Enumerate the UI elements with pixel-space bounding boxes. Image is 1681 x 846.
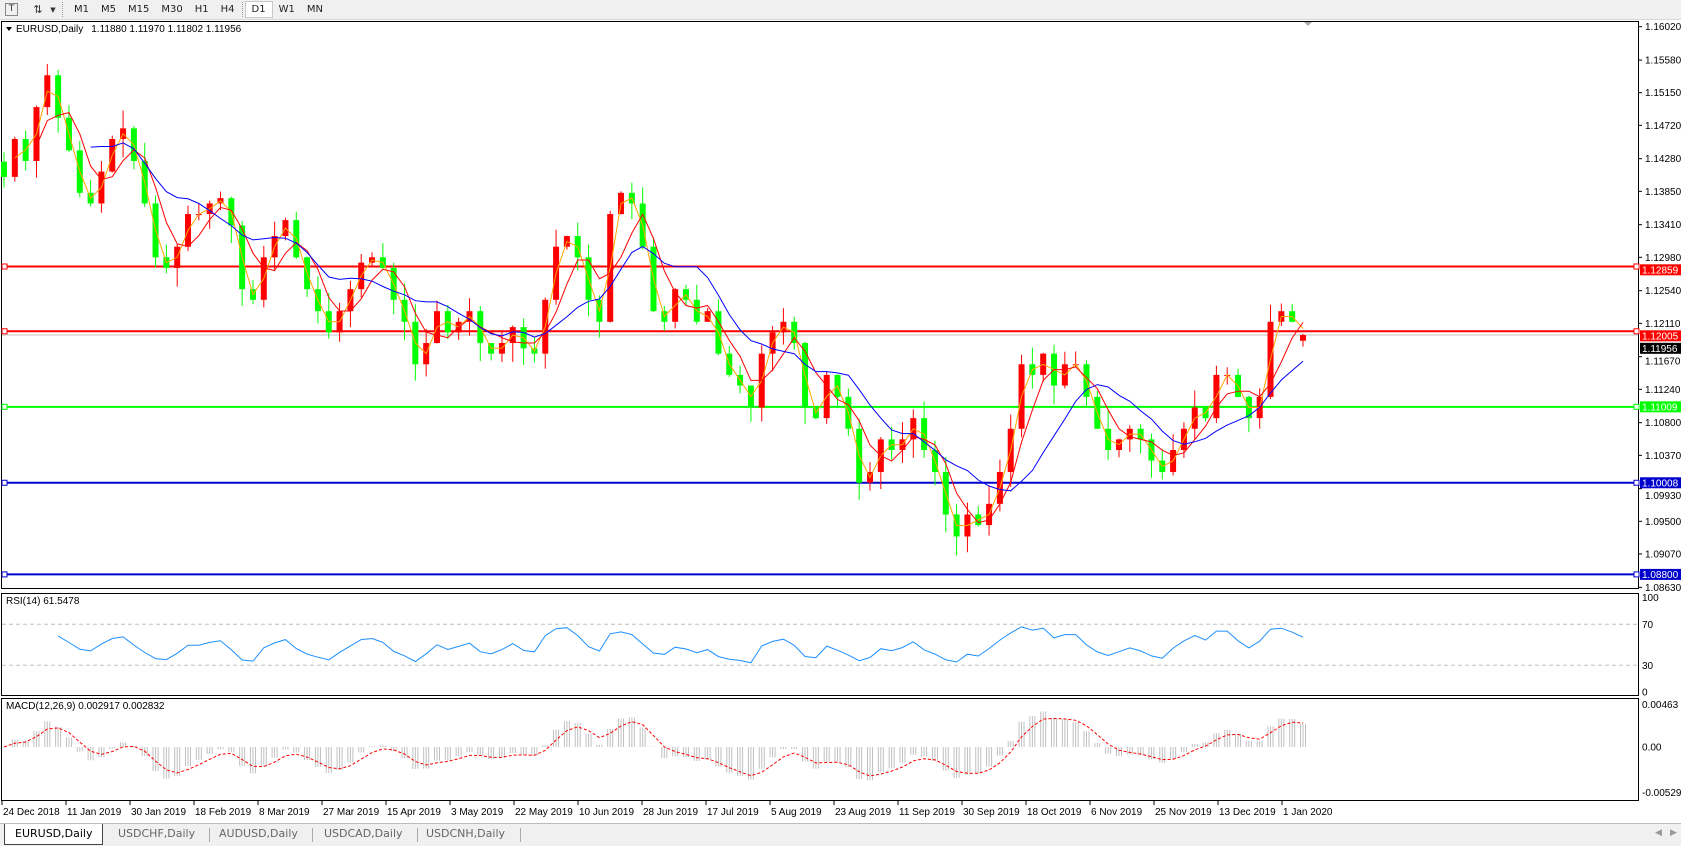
bear-candle (1, 162, 7, 177)
date-tick-label: 5 Aug 2019 (771, 807, 822, 818)
line-handle-right (1634, 404, 1639, 409)
macd-scale-label: 0.00 (1642, 743, 1662, 754)
line-handle-right (1634, 480, 1639, 485)
rsi-scale-label: 70 (1642, 620, 1654, 631)
price-tick-label: 1.09500 (1645, 517, 1681, 528)
date-tick-label: 15 Apr 2019 (387, 807, 441, 818)
price-tick-label: 1.09070 (1645, 549, 1681, 560)
date-tick-label: 6 Nov 2019 (1091, 807, 1143, 818)
date-tick-label: 10 Jun 2019 (579, 807, 634, 818)
macd-scale-label: -0.005299 (1642, 788, 1681, 799)
rsi-label: RSI(14) 61.5478 (6, 596, 80, 607)
chart-background (0, 21, 1681, 823)
date-tick-label: 24 Dec 2018 (3, 807, 60, 818)
date-tick-label: 30 Jan 2019 (131, 807, 186, 818)
price-tick-label: 1.15580 (1645, 56, 1681, 67)
scroll-left-icon[interactable]: ◀ (1655, 828, 1662, 838)
line-handle-right (1634, 264, 1639, 269)
date-tick-label: 22 May 2019 (515, 807, 573, 818)
price-chart[interactable]: 1.16020 1.15580 1.15150 1.14720 1.14280 1.138… (0, 0, 1681, 823)
price-tick-label: 1.14720 (1645, 121, 1681, 132)
chart-ohlc: 1.11880 1.11970 1.11802 1.11956 (91, 24, 241, 35)
price-tick-label: 1.10370 (1645, 451, 1681, 462)
rsi-scale-label: 30 (1642, 661, 1654, 672)
price-tick-label: 1.09930 (1645, 491, 1681, 502)
price-tick-label: 1.11240 (1645, 385, 1681, 396)
date-tick-label: 11 Jan 2019 (67, 807, 122, 818)
line-price-label: 1.11009 (1642, 402, 1678, 413)
price-tick-label: 1.16020 (1645, 22, 1681, 33)
date-tick-label: 8 Mar 2019 (259, 807, 310, 818)
price-tick-label: 1.12110 (1645, 319, 1681, 330)
date-tick-label: 30 Sep 2019 (963, 807, 1020, 818)
tab-separator (209, 828, 210, 842)
macd-scale-label: 0.00463 (1642, 700, 1679, 711)
line-handle-left (2, 264, 7, 269)
line-price-label: 1.12005 (1642, 331, 1679, 342)
line-handle-left (2, 329, 7, 334)
price-tick-label: 1.13850 (1645, 187, 1681, 198)
chart-symbol: EURUSD,Daily (16, 24, 83, 35)
date-tick-label: 25 Nov 2019 (1155, 807, 1212, 818)
line-price-label: 1.08800 (1642, 570, 1679, 581)
date-tick-label: 17 Jul 2019 (707, 807, 759, 818)
tab-eurusd[interactable]: EURUSD,Daily (4, 824, 103, 845)
line-handle-left (2, 404, 7, 409)
date-tick-label: 3 May 2019 (451, 807, 504, 818)
rsi-scale-label: 100 (1642, 593, 1659, 604)
line-handle-right (1634, 329, 1639, 334)
date-tick-label: 27 Mar 2019 (323, 807, 380, 818)
rsi-scale-label: 0 (1642, 687, 1648, 698)
date-tick-label: 18 Oct 2019 (1027, 807, 1082, 818)
scroll-right-icon[interactable]: ▶ (1670, 828, 1677, 838)
line-price-label: 1.10008 (1642, 478, 1679, 489)
price-tick-label: 1.13410 (1645, 220, 1681, 231)
line-handle-left (2, 572, 7, 577)
tab-audusd[interactable]: AUDUSD,Daily (219, 824, 298, 844)
date-tick-label: 23 Aug 2019 (835, 807, 892, 818)
line-handle-left (2, 480, 7, 485)
chart-tabs: EURUSD,Daily USDCHF,Daily AUDUSD,Daily U… (0, 823, 1681, 846)
price-tick-label: 1.12980 (1645, 253, 1681, 264)
line-price-label: 1.12859 (1642, 265, 1679, 276)
tab-separator (312, 828, 313, 842)
date-tick-label: 11 Sep 2019 (899, 807, 955, 818)
line-handle-right (1634, 572, 1639, 577)
tab-separator (417, 828, 418, 842)
date-tick-label: 13 Dec 2019 (1219, 807, 1276, 818)
bull-candle (12, 139, 18, 177)
price-tick-label: 1.14280 (1645, 154, 1681, 165)
tab-usdcad[interactable]: USDCAD,Daily (324, 824, 403, 844)
price-tick-label: 1.10800 (1645, 418, 1681, 429)
date-tick-label: 18 Feb 2019 (195, 807, 252, 818)
price-tick-label: 1.12540 (1645, 286, 1681, 297)
tab-usdcnh[interactable]: USDCNH,Daily (426, 824, 505, 844)
bid-price-label: 1.11956 (1642, 344, 1678, 355)
price-tick-label: 1.15150 (1645, 88, 1681, 99)
tab-separator (520, 828, 521, 842)
date-tick-label: 1 Jan 2020 (1283, 807, 1333, 818)
bull-candle (1300, 335, 1306, 341)
date-tick-label: 28 Jun 2019 (643, 807, 698, 818)
tab-usdchf[interactable]: USDCHF,Daily (118, 824, 195, 844)
price-tick-label: 1.11670 (1645, 356, 1681, 367)
macd-label: MACD(12,26,9) 0.002917 0.002832 (6, 701, 165, 712)
